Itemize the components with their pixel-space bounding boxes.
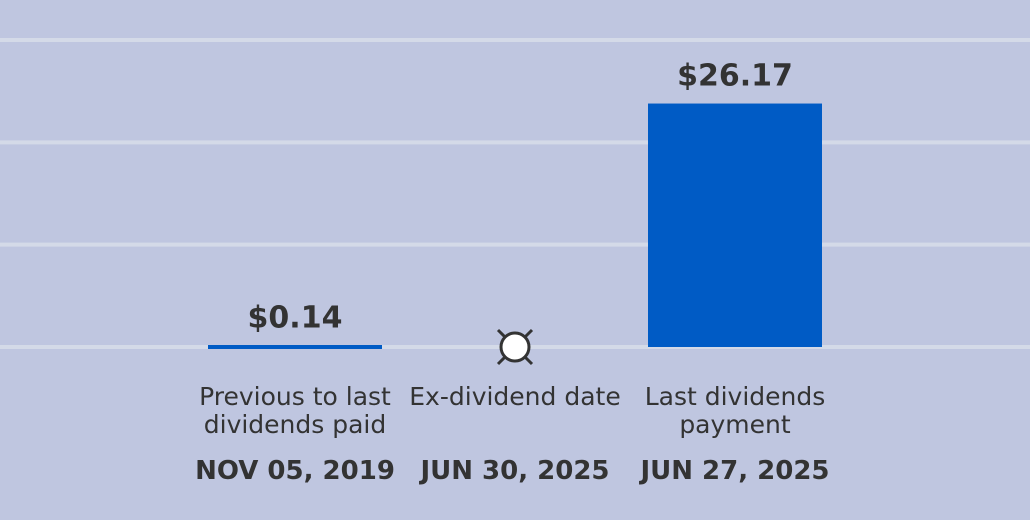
value-label: $0.14 [248, 301, 343, 336]
bar [648, 103, 822, 347]
value-label: $26.17 [677, 59, 793, 94]
ex-dividend-icon [496, 328, 534, 366]
date-label: JUN 30, 2025 [420, 456, 610, 486]
category-label: Ex-dividend date [409, 382, 621, 411]
category-label: Last dividends payment [644, 382, 826, 439]
date-label: NOV 05, 2019 [195, 456, 395, 486]
date-label: JUN 27, 2025 [640, 456, 830, 486]
category-label: Previous to last dividends paid [199, 382, 391, 439]
bar [208, 345, 382, 349]
icon-circle [499, 331, 531, 363]
